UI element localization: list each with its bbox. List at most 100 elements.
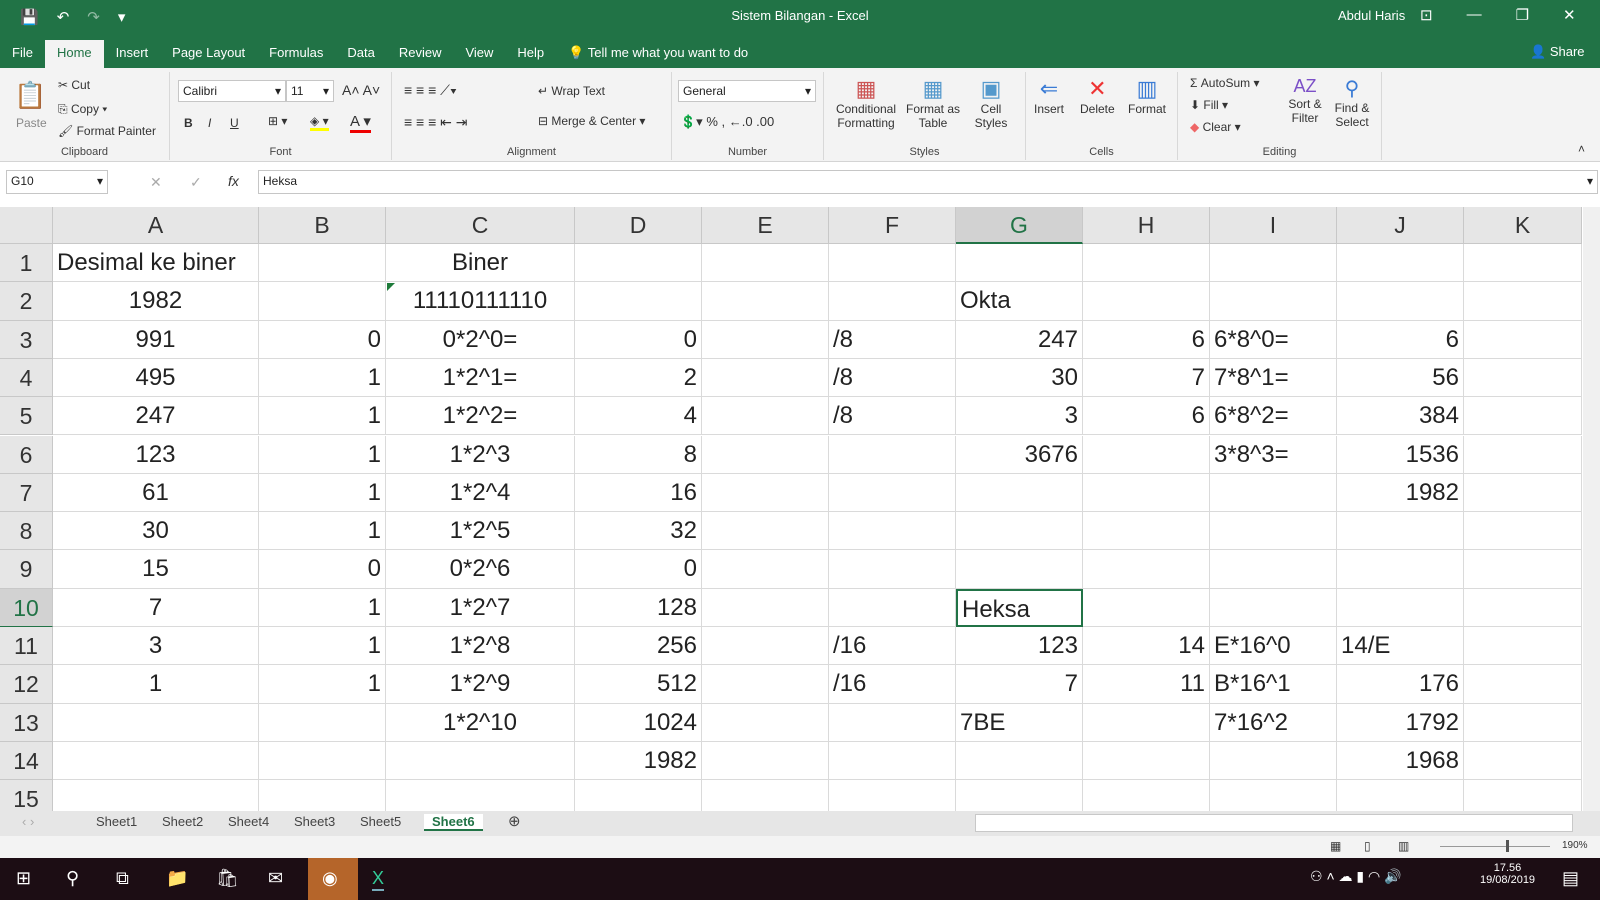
cell-D11[interactable]: 256 — [575, 627, 702, 666]
store-icon[interactable]: 🛍 — [216, 868, 239, 888]
cell-B2[interactable] — [259, 282, 386, 321]
fill-color-icon[interactable]: ◈ ▾ — [310, 114, 329, 131]
cell-K12[interactable] — [1464, 665, 1582, 704]
file-explorer-icon[interactable]: 📁 — [166, 868, 189, 888]
merge-center-button[interactable]: ⊟ Merge & Center ▾ — [538, 114, 646, 128]
tab-view[interactable]: View — [465, 45, 494, 60]
zoom-slider[interactable] — [1440, 846, 1550, 847]
cell-G10[interactable]: Heksa — [956, 588, 1083, 627]
cell-D3[interactable]: 0 — [575, 320, 702, 359]
cell-I12[interactable]: B*16^1 — [1210, 665, 1337, 704]
row-header-1[interactable]: 1 — [0, 244, 53, 283]
cell-D8[interactable]: 32 — [575, 512, 702, 551]
format-as-table-button[interactable]: ▦ Format as Table — [904, 76, 962, 130]
format-cells-button[interactable]: ▥ Format — [1128, 76, 1166, 116]
cell-B7[interactable]: 1 — [259, 473, 386, 513]
page-break-view-icon[interactable]: ▥ — [1398, 839, 1410, 853]
cell-C6[interactable]: 1*2^3 — [386, 435, 575, 474]
cell-D4[interactable]: 2 — [575, 358, 702, 398]
borders-icon[interactable]: ⊞ ▾ — [268, 114, 288, 128]
font-size-select[interactable]: 11 ▾ — [286, 80, 334, 102]
cell-K9[interactable] — [1464, 550, 1582, 589]
column-header-C[interactable]: C — [386, 207, 575, 244]
cell-B13[interactable] — [259, 703, 386, 742]
cell-H2[interactable] — [1083, 282, 1210, 321]
cell-C7[interactable]: 1*2^4 — [386, 473, 575, 513]
cell-I4[interactable]: 7*8^1= — [1210, 358, 1337, 398]
vertical-scrollbar[interactable] — [1583, 207, 1600, 811]
cell-F2[interactable] — [829, 282, 956, 321]
number-format-icons[interactable]: 💲▾ % , ←.0 .00 — [680, 114, 775, 129]
row-header-4[interactable]: 4 — [0, 358, 53, 398]
cell-D6[interactable]: 8 — [575, 435, 702, 474]
clock[interactable]: 17.56 19/08/2019 — [1480, 862, 1535, 886]
cell-K2[interactable] — [1464, 282, 1582, 321]
cell-A8[interactable]: 30 — [53, 512, 259, 551]
copy-button[interactable]: ⎘ Copy ▾ — [58, 102, 108, 116]
cell-J7[interactable]: 1982 — [1337, 473, 1464, 513]
column-header-B[interactable]: B — [259, 207, 386, 244]
cell-C1[interactable]: Biner — [386, 244, 575, 283]
cell-A11[interactable]: 3 — [53, 627, 259, 666]
insert-function-icon[interactable]: fx — [228, 173, 239, 189]
row-header-8[interactable]: 8 — [0, 512, 53, 551]
cell-J12[interactable]: 176 — [1337, 665, 1464, 704]
conditional-formatting-button[interactable]: ▦ Conditional Formatting — [834, 76, 898, 130]
cell-G8[interactable] — [956, 512, 1083, 551]
cell-D12[interactable]: 512 — [575, 665, 702, 704]
cell-H1[interactable] — [1083, 244, 1210, 283]
sheet-tab-sheet2[interactable]: Sheet2 — [162, 814, 204, 829]
cell-C3[interactable]: 0*2^0= — [386, 320, 575, 359]
cell-A2[interactable]: 1982 — [53, 282, 259, 321]
mail-icon[interactable]: ✉ — [268, 868, 284, 888]
cell-D7[interactable]: 16 — [575, 473, 702, 513]
ribbon-display-icon[interactable]: ⊡ — [1420, 7, 1433, 24]
cut-button[interactable]: ✂ Cut — [58, 78, 91, 92]
cell-F14[interactable] — [829, 741, 956, 781]
cell-H9[interactable] — [1083, 550, 1210, 589]
cell-A13[interactable] — [53, 703, 259, 742]
cell-H10[interactable] — [1083, 588, 1210, 627]
row-header-13[interactable]: 13 — [0, 703, 53, 742]
cell-D5[interactable]: 4 — [575, 397, 702, 436]
share-button[interactable]: 👤 Share — [1530, 44, 1585, 59]
cell-A12[interactable]: 1 — [53, 665, 259, 704]
cancel-icon[interactable]: ✕ — [150, 174, 162, 190]
cell-G6[interactable]: 3676 — [956, 435, 1083, 474]
cell-G3[interactable]: 247 — [956, 320, 1083, 359]
increase-font-icon[interactable]: A˄ A˅ — [342, 82, 381, 98]
task-view-icon[interactable]: ⧉ — [116, 868, 129, 888]
cell-E12[interactable] — [702, 665, 829, 704]
delete-cells-button[interactable]: ✕ Delete — [1080, 76, 1115, 116]
cell-G9[interactable] — [956, 550, 1083, 589]
cell-I5[interactable]: 6*8^2= — [1210, 397, 1337, 436]
notifications-icon[interactable]: ▤ — [1562, 868, 1580, 888]
cell-A14[interactable] — [53, 741, 259, 781]
row-header-11[interactable]: 11 — [0, 627, 53, 666]
cell-J2[interactable] — [1337, 282, 1464, 321]
windows-start-icon[interactable]: ⊞ — [16, 868, 32, 888]
add-sheet-icon[interactable]: ⊕ — [508, 813, 521, 830]
column-header-K[interactable]: K — [1464, 207, 1582, 244]
cell-C2[interactable]: 11110111110 — [386, 282, 575, 321]
column-header-G[interactable]: G — [956, 207, 1083, 244]
cell-A10[interactable]: 7 — [53, 588, 259, 627]
cell-G1[interactable] — [956, 244, 1083, 283]
formula-input[interactable]: Heksa ▾ — [258, 170, 1598, 194]
system-tray-icons[interactable]: ⚇ ˄ ☁ ▮ ◠ 🔊 — [1310, 868, 1402, 884]
cell-B3[interactable]: 0 — [259, 320, 386, 359]
cell-J14[interactable]: 1968 — [1337, 741, 1464, 781]
cell-F4[interactable]: /8 — [829, 358, 956, 398]
cell-K8[interactable] — [1464, 512, 1582, 551]
cell-H13[interactable] — [1083, 703, 1210, 742]
save-icon[interactable]: 💾 — [20, 9, 39, 26]
cell-C11[interactable]: 1*2^8 — [386, 627, 575, 666]
zoom-level[interactable]: 190% — [1562, 840, 1588, 851]
cell-H14[interactable] — [1083, 741, 1210, 781]
column-header-H[interactable]: H — [1083, 207, 1210, 244]
sort-filter-button[interactable]: AZ Sort & Filter — [1282, 76, 1328, 125]
cell-C13[interactable]: 1*2^10 — [386, 703, 575, 742]
row-header-6[interactable]: 6 — [0, 435, 53, 474]
paste-icon[interactable]: 📋 — [14, 80, 47, 110]
cell-I7[interactable] — [1210, 473, 1337, 513]
